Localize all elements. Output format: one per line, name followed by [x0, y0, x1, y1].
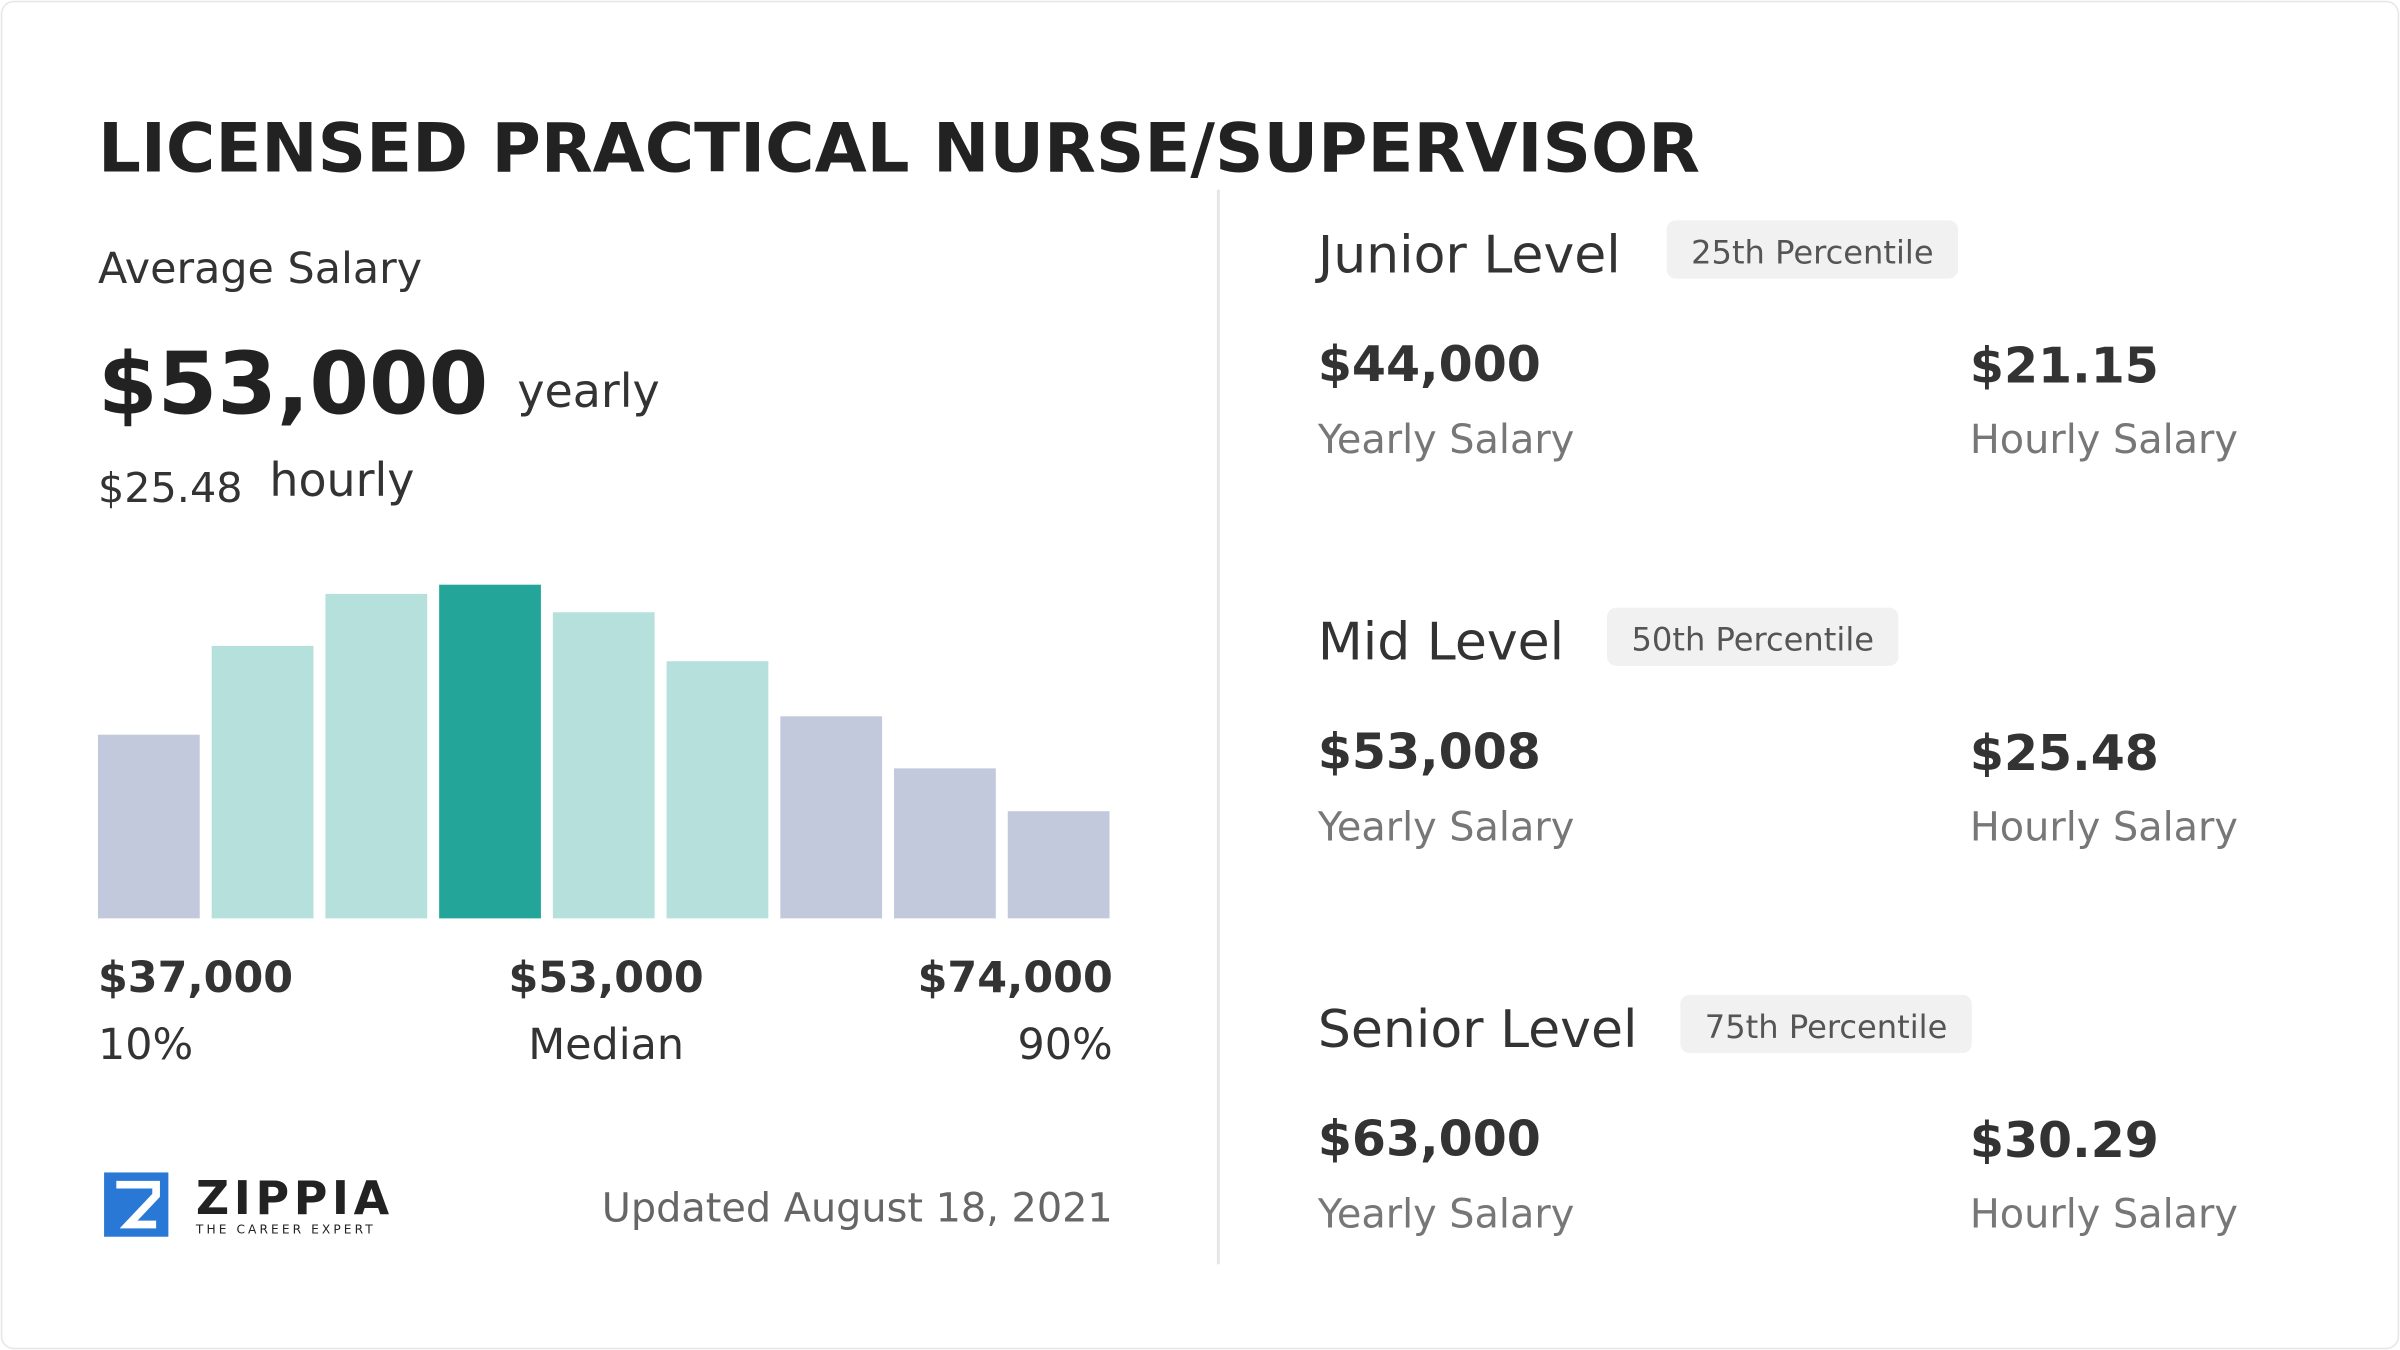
range-label: 90%	[1018, 1020, 1113, 1070]
histogram	[97, 584, 1110, 919]
bar	[97, 734, 200, 919]
range-value: $74,000	[918, 953, 1113, 1003]
yearly-salary: $53,008	[1318, 723, 1541, 780]
bar	[211, 645, 314, 919]
range-value: $53,000	[509, 953, 704, 1003]
yearly-unit: yearly	[517, 364, 659, 418]
logo-name: ZIPPIA	[196, 1171, 394, 1225]
percentile-pill	[1666, 220, 1959, 279]
percentile-pill	[1606, 607, 1899, 666]
bar	[552, 612, 655, 919]
hourly-label: Hourly Salary	[1970, 417, 2238, 463]
hourly-salary: $25.48	[1970, 725, 2159, 782]
hourly-unit: hourly	[269, 453, 414, 507]
level-name: Junior Level	[1315, 225, 1621, 285]
yearly-salary: $44,000	[1318, 336, 1541, 393]
percentile-label: 50th Percentile	[1631, 621, 1874, 659]
yearly-label: Yearly Salary	[1317, 417, 1574, 463]
range-label: Median	[528, 1020, 684, 1070]
hourly-label: Hourly Salary	[1970, 804, 2238, 850]
updated-date: Updated August 18, 2021	[602, 1185, 1113, 1231]
range-label: 10%	[98, 1020, 193, 1070]
logo-icon	[104, 1172, 169, 1237]
average-label: Average Salary	[98, 244, 422, 294]
yearly-value: $53,000	[98, 334, 488, 434]
bar	[1007, 811, 1110, 919]
bar	[894, 768, 996, 919]
bar	[666, 661, 769, 919]
range-value: $37,000	[98, 953, 293, 1003]
yearly-label: Yearly Salary	[1317, 1192, 1574, 1238]
bar	[439, 584, 541, 919]
yearly-label: Yearly Salary	[1317, 804, 1574, 850]
bar	[780, 716, 883, 919]
level-name: Senior Level	[1318, 1000, 1638, 1060]
hourly-salary: $21.15	[1970, 338, 2159, 395]
hourly-value: $25.48	[98, 464, 243, 512]
bar	[325, 593, 428, 919]
levels: Junior Level 25th Percentile $44,000 Yearly…	[1315, 220, 2238, 1238]
title: LICENSED PRACTICAL NURSE/SUPERVISOR	[98, 108, 1700, 187]
yearly-salary: $63,000	[1318, 1111, 1541, 1168]
percentile-label: 25th Percentile	[1691, 233, 1934, 271]
level-name: Mid Level	[1318, 613, 1564, 673]
hourly-label: Hourly Salary	[1970, 1192, 2238, 1238]
percentile-label: 75th Percentile	[1705, 1008, 1948, 1046]
percentile-pill	[1680, 994, 1972, 1054]
logo-tagline: THE CAREER EXPERT	[195, 1223, 376, 1237]
hourly-salary: $30.29	[1970, 1112, 2159, 1169]
